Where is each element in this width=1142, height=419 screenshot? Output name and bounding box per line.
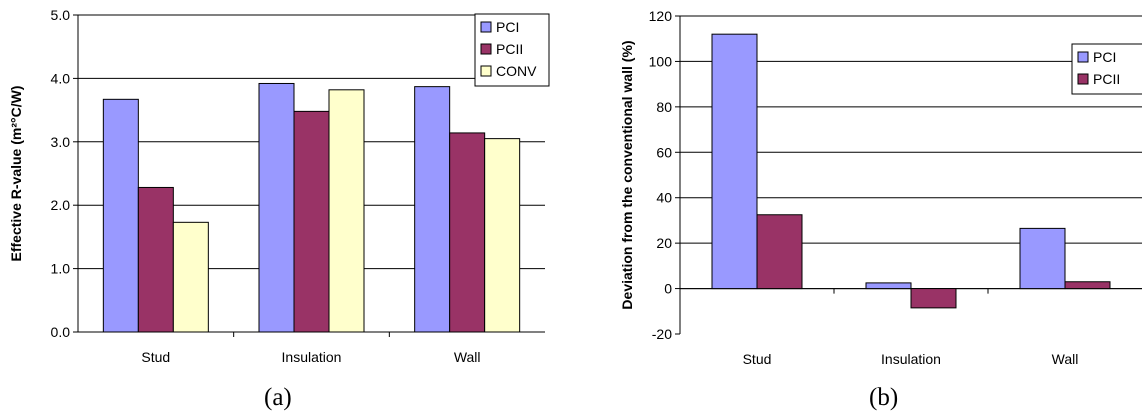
bar-pci-insulation	[258, 82, 295, 333]
legend-swatch-pcii	[480, 43, 492, 55]
y-axis-label: Deviation from the conventional wall (%)	[619, 40, 635, 309]
x-tick-label: Stud	[743, 351, 772, 367]
x-tick-label: Insulation	[881, 351, 941, 367]
caption-b: (b)	[869, 384, 899, 411]
bar-pcii-wall	[1064, 281, 1111, 290]
bar-pci-wall	[414, 86, 451, 333]
bar-pcii-stud	[756, 214, 803, 290]
legend-label-pci: PCI	[496, 19, 519, 35]
bar-pcii-insulation	[910, 288, 957, 309]
y-tick-label: 1.0	[51, 261, 71, 277]
x-tick-label: Wall	[1052, 351, 1079, 367]
caption-a: (a)	[264, 384, 292, 411]
chart-a: 0.0 1.0 2.0 3.0 4.0 5.0 Stud Insulation Wall Effe…	[8, 7, 550, 365]
legend-swatch-pci	[480, 21, 492, 33]
chart-b: -20 0 20 40 60 80 100 120 Stud Insulation Wall Devi…	[619, 8, 1142, 367]
y-tick-label: 4.0	[51, 70, 71, 86]
bar-pcii-stud	[137, 186, 174, 333]
legend-swatch-pci	[1077, 51, 1089, 63]
y-tick-label: -20	[652, 326, 672, 342]
y-tick-label: 3.0	[51, 134, 71, 150]
y-tick-label: 80	[656, 99, 672, 115]
y-tick-label: 0.0	[51, 324, 71, 340]
legend: PCI PCII	[1071, 43, 1142, 95]
y-tick-label: 5.0	[51, 7, 71, 23]
bar-pci-stud	[711, 33, 758, 290]
y-tick-label: 0	[664, 281, 672, 297]
y-tick-label: 120	[649, 8, 673, 24]
bar-pci-insulation	[865, 282, 912, 290]
legend-label-conv: CONV	[496, 63, 537, 79]
y-tick-label: 100	[649, 53, 673, 69]
legend-label-pci: PCI	[1093, 49, 1116, 65]
bar-pci-wall	[1019, 227, 1066, 290]
legend-swatch-conv	[480, 65, 492, 77]
legend-swatch-pcii	[1077, 73, 1089, 85]
legend-label-pcii: PCII	[1093, 71, 1120, 87]
y-tick-label: 2.0	[51, 197, 71, 213]
bar-conv-wall	[484, 138, 521, 333]
x-tick-label: Wall	[454, 349, 481, 365]
y-axis-label: Effective R-value (m²°C/W)	[8, 86, 24, 262]
bar-pcii-insulation	[293, 110, 330, 333]
bar-conv-insulation	[328, 89, 365, 333]
legend-label-pcii: PCII	[496, 41, 523, 57]
legend: PCI PCII CONV	[474, 13, 550, 87]
y-tick-label: 60	[656, 144, 672, 160]
y-tick-label: 20	[656, 235, 672, 251]
x-tick-label: Insulation	[282, 349, 342, 365]
bar-conv-stud	[172, 221, 209, 333]
bar-pcii-wall	[449, 132, 486, 333]
y-tick-label: 40	[656, 190, 672, 206]
x-tick-label: Stud	[141, 349, 170, 365]
bar-pci-stud	[102, 98, 139, 333]
